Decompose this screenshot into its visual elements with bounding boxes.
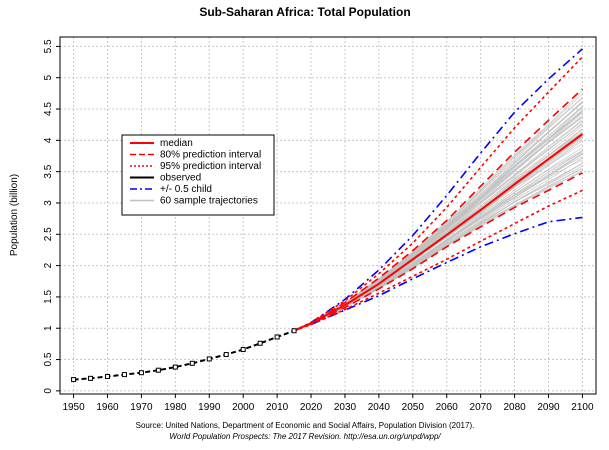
- source-publication: World Population Prospects: The 2017 Rev…: [169, 432, 341, 441]
- observed-point: [155, 367, 161, 373]
- observed-point: [240, 347, 246, 353]
- legend-label: 80% prediction interval: [160, 150, 261, 161]
- sample-trajectory: [293, 101, 583, 332]
- y-tick-label: 5.5: [43, 39, 54, 53]
- sample-trajectory: [293, 109, 583, 332]
- y-tick-label: 5: [43, 74, 54, 80]
- series--0-5-child-upper: [293, 48, 583, 332]
- source-line-2: World Population Prospects: The 2017 Rev…: [169, 432, 441, 441]
- x-tick-label: 2100: [571, 402, 594, 413]
- x-tick-label: 2040: [368, 402, 391, 413]
- x-tick-label: 2080: [503, 402, 526, 413]
- x-tick-label: 2020: [300, 402, 323, 413]
- chart-title: Sub-Saharan Africa: Total Population: [199, 5, 410, 19]
- observed-point: [138, 370, 144, 376]
- y-tick-label: 1.5: [43, 290, 54, 304]
- legend-label: 95% prediction interval: [160, 161, 261, 172]
- x-tick-label: 1980: [164, 402, 187, 413]
- source-url: http://esa.un.org/unpd/wpp/: [341, 432, 441, 441]
- observed-point: [172, 364, 178, 370]
- y-tick-label: 1: [43, 325, 54, 331]
- series-80-prediction-interval-upper: [293, 88, 583, 332]
- x-tick-label: 1960: [96, 402, 119, 413]
- source-line-1: Source: United Nations, Department of Ec…: [136, 421, 475, 430]
- sample-trajectory: [293, 123, 583, 332]
- observed-point: [223, 352, 229, 358]
- observed-point: [189, 360, 195, 366]
- y-tick-label: 2.5: [43, 227, 54, 241]
- observed-point: [104, 373, 110, 379]
- y-tick-label: 4.5: [43, 102, 54, 116]
- legend-box: [121, 134, 275, 216]
- legend-label: median: [160, 138, 193, 149]
- observed-point: [88, 375, 94, 381]
- x-tick-label: 2070: [470, 402, 493, 413]
- x-tick-label: 2050: [402, 402, 425, 413]
- sample-trajectory: [293, 171, 583, 332]
- x-tick-label: 1990: [198, 402, 221, 413]
- y-tick-label: 2: [43, 262, 54, 268]
- y-tick-label: 4: [43, 137, 54, 143]
- axes-layer: 1950 1960 1970 1980 1990 2000 2010 2020 2030 2040…: [43, 39, 594, 413]
- sample-trajectory: [293, 115, 583, 332]
- series-observed: [73, 329, 295, 381]
- legend-label: 60 sample trajectories: [160, 196, 258, 207]
- observed-point: [291, 328, 297, 334]
- x-tick-label: 2000: [232, 402, 255, 413]
- x-tick-label: 2010: [266, 402, 289, 413]
- series-layer: [71, 48, 583, 383]
- observed-point: [121, 372, 127, 378]
- series-95-prediction-interval-lower: [293, 189, 583, 332]
- x-tick-label: 1970: [130, 402, 153, 413]
- series-95-prediction-interval-upper: [293, 56, 583, 332]
- y-axis-label: Population (billion): [9, 174, 20, 256]
- observed-point: [257, 340, 263, 346]
- y-tick-label: 3.5: [43, 164, 54, 178]
- series-median: [293, 133, 583, 332]
- y-tick-label: 0.5: [43, 352, 54, 366]
- x-tick-label: 2030: [334, 402, 357, 413]
- legend-label: +/- 0.5 child: [160, 184, 212, 195]
- plot-frame: [59, 36, 597, 395]
- observed-point: [71, 377, 77, 383]
- y-tick-label: 0: [43, 388, 54, 394]
- x-tick-label: 2060: [436, 402, 459, 413]
- observed-point: [274, 334, 280, 340]
- legend-label: observed: [160, 173, 201, 184]
- observed-point: [206, 356, 212, 362]
- x-tick-label: 2090: [537, 402, 560, 413]
- y-tick-label: 3: [43, 200, 54, 206]
- x-tick-label: 1950: [62, 402, 85, 413]
